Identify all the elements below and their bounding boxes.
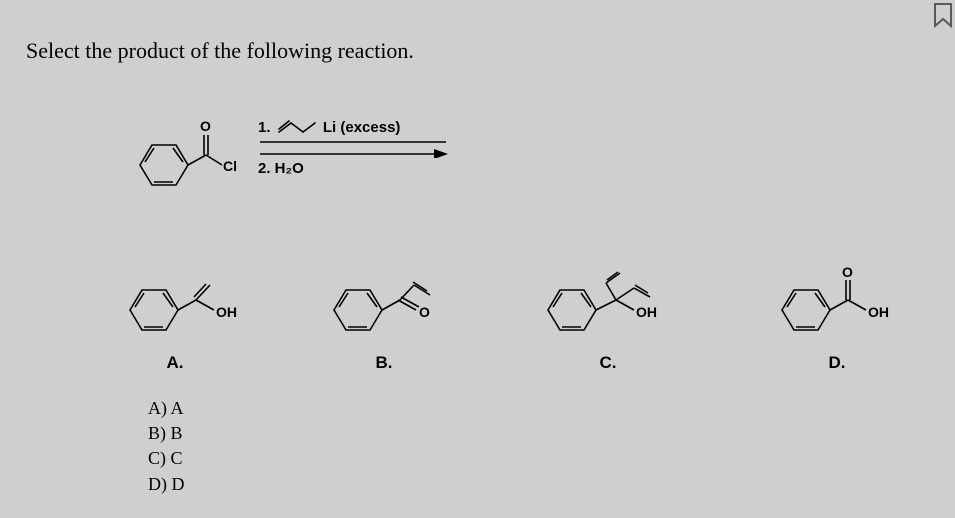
reagent-1-num: 1. xyxy=(258,119,271,136)
option-c: OH C. xyxy=(528,255,688,373)
reagent-2-label: 2. H₂O xyxy=(258,160,448,177)
chlorine-label: Cl xyxy=(223,158,237,174)
allyl-icon xyxy=(275,118,319,136)
option-d-label: D. xyxy=(762,353,912,373)
option-c-oh: OH xyxy=(636,304,657,320)
starting-material: O Cl xyxy=(120,115,240,205)
option-d-oh: OH xyxy=(868,304,889,320)
choice-a[interactable]: A) A xyxy=(148,396,185,421)
option-b-o: O xyxy=(419,304,430,320)
option-a-label: A. xyxy=(110,353,240,373)
answer-choices: A) A B) B C) C D) D xyxy=(148,396,185,497)
option-b: O B. xyxy=(314,255,454,373)
option-a: OH A. xyxy=(110,255,240,373)
arrow-icon xyxy=(258,136,448,158)
choice-d[interactable]: D) D xyxy=(148,472,185,497)
reaction-arrow-block: 1. Li (excess) 2. H₂O xyxy=(258,118,448,177)
bookmark-icon xyxy=(931,2,955,32)
option-a-oh: OH xyxy=(216,304,237,320)
choice-c[interactable]: C) C xyxy=(148,446,185,471)
question-text: Select the product of the following reac… xyxy=(26,38,414,64)
option-b-label: B. xyxy=(314,353,454,373)
choice-b[interactable]: B) B xyxy=(148,421,185,446)
reagent-1-label: Li (excess) xyxy=(323,119,401,136)
oxygen-label: O xyxy=(200,118,211,134)
option-d: O OH D. xyxy=(762,255,912,373)
option-c-label: C. xyxy=(528,353,688,373)
option-d-o: O xyxy=(842,264,853,280)
